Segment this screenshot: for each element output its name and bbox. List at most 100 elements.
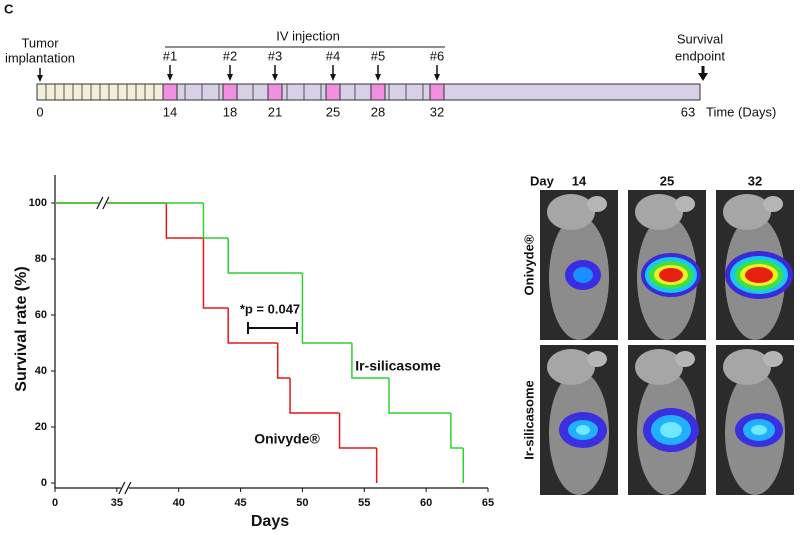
- x-axis-label: Days: [251, 513, 289, 530]
- injection-arrowhead: [330, 74, 336, 81]
- y-tick-label: 40: [35, 365, 47, 377]
- mouse-image: [628, 345, 706, 495]
- injection-cell: [222, 83, 238, 101]
- survival-step: [289, 378, 340, 414]
- y-tick-label: 20: [35, 421, 47, 433]
- mouse-head: [547, 349, 595, 385]
- injection-arrowhead: [434, 74, 440, 81]
- x-tick-label: 45: [234, 497, 246, 509]
- injection-arrowhead: [167, 74, 173, 81]
- signal: [659, 268, 683, 282]
- day-label: 18: [223, 104, 237, 119]
- injection-arrowhead: [272, 74, 278, 81]
- signal: [576, 425, 590, 435]
- mouse-image: [540, 190, 618, 340]
- injection-number: #1: [163, 48, 177, 63]
- day-header: 25: [660, 173, 674, 188]
- day-label: 28: [371, 104, 385, 119]
- start-label: Tumor: [21, 35, 59, 50]
- mouse-ear: [675, 351, 695, 367]
- injection-cell: [370, 83, 386, 101]
- axis-break: [102, 196, 110, 210]
- signal: [745, 267, 773, 283]
- imaging-header: Day: [530, 173, 555, 188]
- day-label: 32: [430, 104, 444, 119]
- x-tick-label: 40: [173, 497, 185, 509]
- end-label: endpoint: [675, 48, 725, 63]
- y-tick-label: 0: [41, 477, 47, 489]
- row-label: Ir-silicasome: [521, 380, 536, 460]
- y-axis-label: Survival rate (%): [13, 266, 30, 391]
- mouse-head: [635, 194, 683, 230]
- start-arrowhead: [37, 75, 43, 82]
- injection-arrowhead: [375, 74, 381, 81]
- series-label: Onivyde®: [254, 431, 320, 447]
- signal: [573, 267, 593, 283]
- day-header: 14: [572, 173, 587, 188]
- survival-step: [338, 413, 377, 449]
- injection-cell: [162, 83, 178, 101]
- injection-arrowhead: [227, 74, 233, 81]
- mouse-head: [635, 349, 683, 385]
- mouse-head: [723, 194, 771, 230]
- end-label: Survival: [677, 31, 723, 46]
- x-tick-label: 50: [296, 497, 308, 509]
- survival-step: [227, 308, 278, 344]
- survival-step: [276, 343, 291, 379]
- injection-number: #5: [371, 48, 385, 63]
- axis-break: [124, 481, 132, 495]
- mouse-image: [716, 190, 794, 340]
- row-label: Onivyde®: [521, 234, 536, 295]
- signal: [751, 425, 767, 435]
- day-label: 21: [268, 104, 282, 119]
- injection-cell: [267, 83, 283, 101]
- injection-number: #6: [430, 48, 444, 63]
- x-tick-label: 35: [111, 497, 123, 509]
- mouse-ear: [675, 196, 695, 212]
- y-tick-label: 80: [35, 253, 47, 265]
- survival-step: [388, 378, 451, 414]
- day-label: 14: [163, 104, 177, 119]
- time-axis-label: Time (Days): [706, 104, 776, 119]
- injection-label: IV injection: [276, 28, 340, 43]
- mouse-head: [723, 349, 771, 385]
- mouse-image: [716, 345, 794, 495]
- survival-step: [227, 238, 303, 274]
- mouse-image: [628, 190, 706, 340]
- y-tick-label: 100: [29, 197, 47, 209]
- survival-step: [450, 413, 464, 449]
- panel-label: C: [4, 1, 14, 16]
- injection-number: #2: [223, 48, 237, 63]
- signal: [660, 422, 682, 438]
- injection-number: #4: [326, 48, 340, 63]
- survival-step: [165, 203, 204, 239]
- y-tick-label: 60: [35, 309, 47, 321]
- p-bracket: [247, 322, 298, 334]
- mouse-ear: [587, 196, 607, 212]
- x-tick-label: 0: [52, 497, 58, 509]
- survival-step: [202, 203, 229, 239]
- survival-step: [202, 238, 229, 309]
- injection-cell: [429, 83, 445, 101]
- x-tick-label: 60: [420, 497, 432, 509]
- axis-break: [118, 481, 126, 495]
- mouse-ear: [587, 351, 607, 367]
- series-label: Ir-silicasome: [355, 358, 441, 374]
- day-label: 63: [681, 104, 695, 119]
- survival-step: [351, 343, 390, 379]
- injection-cell: [325, 83, 341, 101]
- mouse-ear: [763, 196, 783, 212]
- day-label: 25: [326, 104, 340, 119]
- mouse-head: [547, 194, 595, 230]
- axis-break-gap: [98, 200, 107, 206]
- x-tick-label: 55: [358, 497, 370, 509]
- x-tick-label: 65: [482, 497, 494, 509]
- day-label: 0: [36, 104, 43, 119]
- day-header: 32: [748, 173, 762, 188]
- axis-break-gap: [120, 485, 129, 491]
- mouse-image: [540, 345, 618, 495]
- axis-break: [96, 196, 104, 210]
- start-label: implantation: [5, 50, 75, 65]
- injection-number: #3: [268, 48, 282, 63]
